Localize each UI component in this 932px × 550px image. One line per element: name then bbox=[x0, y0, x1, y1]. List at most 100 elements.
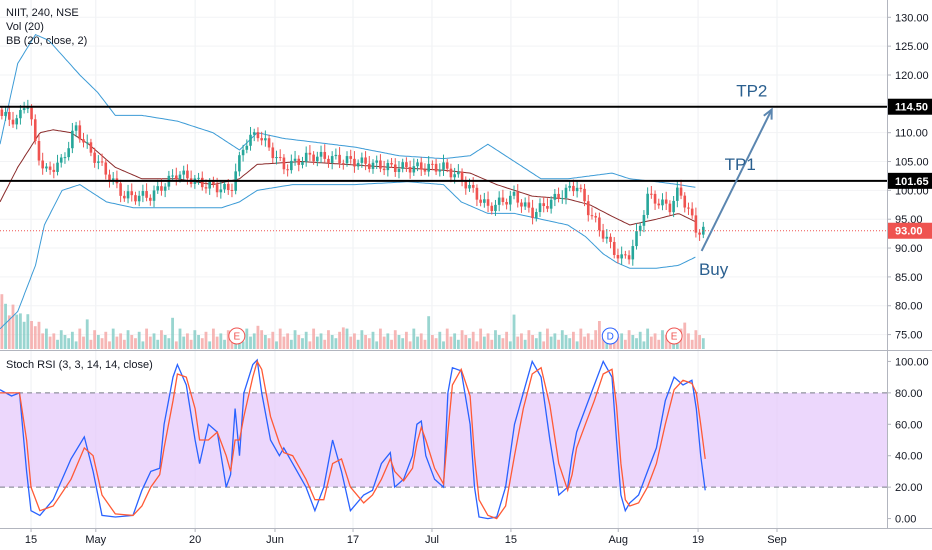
candle-body bbox=[334, 154, 338, 157]
volume-bar bbox=[427, 316, 431, 349]
rsi-tick-label: 100.00 bbox=[895, 356, 929, 368]
volume-bar bbox=[360, 330, 364, 349]
volume-bar bbox=[219, 333, 223, 349]
volume-bar bbox=[531, 335, 534, 349]
volume-bar bbox=[115, 336, 119, 349]
volume-bar bbox=[464, 335, 468, 349]
candle-body bbox=[22, 108, 26, 111]
volume-bar bbox=[505, 331, 509, 349]
price-tick-label: 85.00 bbox=[895, 272, 923, 284]
volume-bar bbox=[568, 338, 572, 349]
annotation-tp1: TP1 bbox=[725, 155, 756, 174]
candle-body bbox=[672, 200, 675, 213]
volume-bar bbox=[89, 339, 93, 349]
candle-body bbox=[141, 191, 145, 196]
volume-bar bbox=[408, 341, 412, 349]
volume-bar bbox=[557, 339, 560, 349]
volume-bar bbox=[44, 328, 48, 349]
candle-body bbox=[494, 204, 497, 212]
volume-bar bbox=[174, 341, 178, 349]
volume-bar bbox=[657, 339, 661, 349]
stoch-rsi-pane[interactable] bbox=[0, 358, 887, 520]
candle-body bbox=[290, 160, 293, 171]
volume-label[interactable]: Vol (20) bbox=[6, 21, 44, 33]
volume-bar bbox=[512, 314, 516, 349]
candle-body bbox=[438, 169, 442, 172]
candle-body bbox=[353, 158, 356, 167]
candle-body bbox=[160, 186, 163, 191]
volume-bar bbox=[382, 336, 386, 349]
candle-body bbox=[393, 164, 397, 172]
volume-bar bbox=[245, 328, 249, 349]
candle-body bbox=[11, 119, 15, 125]
volume-bar bbox=[631, 335, 635, 349]
candle-body bbox=[30, 107, 33, 120]
volume-bar bbox=[419, 333, 423, 349]
bollinger-upper-band bbox=[0, 33, 696, 188]
candle-body bbox=[82, 139, 85, 143]
volume-bar bbox=[412, 328, 416, 349]
volume-bar bbox=[37, 321, 41, 349]
bollinger-label[interactable]: BB (20, close, 2) bbox=[6, 35, 88, 47]
candle-body bbox=[497, 197, 501, 205]
candle-body bbox=[483, 199, 486, 203]
price-tick-label: 90.00 bbox=[895, 243, 923, 255]
candle-body bbox=[616, 254, 620, 259]
candle-body bbox=[93, 152, 96, 163]
volume-bar bbox=[460, 330, 464, 349]
candle-body bbox=[371, 162, 375, 169]
candle-body bbox=[512, 191, 516, 196]
candle-body bbox=[679, 187, 683, 196]
volume-bar bbox=[356, 339, 360, 349]
candle-body bbox=[661, 199, 664, 206]
volume-bar bbox=[323, 339, 327, 349]
volume-bar bbox=[549, 336, 553, 349]
annotation-tp2: TP2 bbox=[736, 81, 767, 100]
volume-bar bbox=[560, 330, 564, 349]
volume-bar bbox=[141, 341, 145, 349]
candle-body bbox=[48, 166, 52, 170]
volume-bar bbox=[252, 333, 256, 349]
event-marker-earnings bbox=[665, 327, 683, 345]
candle-body bbox=[293, 158, 297, 161]
volume-bar bbox=[379, 328, 382, 349]
candle-body bbox=[145, 191, 148, 198]
volume-bar bbox=[263, 335, 267, 349]
candle-body bbox=[527, 202, 531, 208]
price-level-badge-label: 93.00 bbox=[895, 226, 923, 238]
volume-bar bbox=[52, 333, 56, 349]
volume-bar bbox=[442, 341, 445, 349]
candle-body bbox=[549, 199, 553, 209]
candle-body bbox=[612, 241, 616, 255]
volume-bar bbox=[583, 336, 586, 349]
volume-bar bbox=[479, 328, 483, 349]
candle-body bbox=[360, 157, 364, 163]
candle-body bbox=[19, 110, 22, 119]
candle-body bbox=[572, 185, 575, 192]
candle-body bbox=[312, 154, 315, 162]
time-tick-label: Aug bbox=[608, 534, 628, 546]
candle-body bbox=[386, 162, 390, 171]
volume-bar bbox=[371, 331, 375, 349]
candle-body bbox=[56, 162, 59, 172]
volume-bar bbox=[456, 339, 460, 349]
volume-bar bbox=[111, 328, 115, 349]
volume-bar bbox=[664, 335, 668, 349]
symbol-label[interactable]: NIIT, 240, NSE bbox=[6, 7, 79, 19]
volume-bar bbox=[564, 335, 568, 349]
volume-bar bbox=[516, 336, 520, 349]
time-tick-label: Jul bbox=[425, 534, 439, 546]
stoch-rsi-label[interactable]: Stoch RSI (3, 3, 14, 14, close) bbox=[6, 359, 153, 371]
volume-bar bbox=[15, 314, 19, 349]
candle-body bbox=[642, 214, 646, 226]
candle-body bbox=[286, 169, 289, 171]
price-pane[interactable] bbox=[0, 0, 887, 528]
candle-body bbox=[33, 119, 37, 142]
candle-body bbox=[182, 170, 186, 175]
candle-body bbox=[646, 193, 649, 215]
candle-body bbox=[631, 246, 635, 260]
candle-body bbox=[390, 162, 393, 165]
volume-bar bbox=[148, 336, 152, 349]
candle-body bbox=[509, 195, 512, 205]
